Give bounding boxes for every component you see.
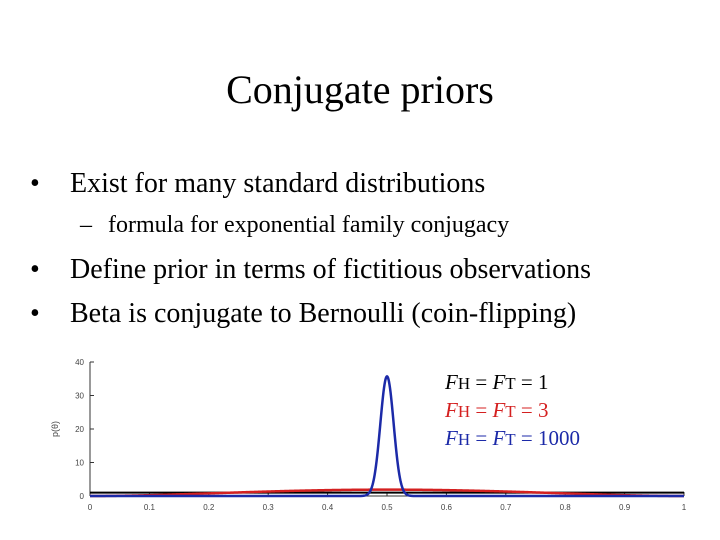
y-tick-label: 20: [75, 425, 84, 434]
bullet-define-prior: • Define prior in terms of fictitious obs…: [30, 256, 591, 284]
slide-title: Conjugate priors: [226, 67, 494, 112]
legend-text: T: [505, 374, 516, 393]
x-tick-label: 0.7: [500, 503, 512, 512]
y-tick-label: 10: [75, 459, 84, 468]
x-tick-label: 0: [88, 503, 93, 512]
beta-density-chart: 0 10 20 30 40 0 0.1 0.2 0.3 0.4 0.5 0.6 0.7 0.8 0.9 1 p(…: [50, 358, 687, 512]
legend-text: =: [470, 426, 493, 450]
legend-text: =: [470, 398, 493, 422]
legend-text: T: [505, 402, 516, 421]
bullet-exist: • Exist for many standard distributions: [30, 170, 485, 198]
x-tick-label: 0.6: [441, 503, 453, 512]
legend-entry: FH = FT = 1: [445, 372, 549, 393]
x-tick-label: 0.8: [560, 503, 572, 512]
y-tick-label: 0: [80, 492, 85, 501]
x-tick-label: 1: [682, 503, 687, 512]
x-tick-label: 0.5: [381, 503, 393, 512]
x-tick-label: 0.4: [322, 503, 334, 512]
bullet-marker: •: [30, 254, 40, 285]
legend-text: = 1000: [515, 426, 581, 450]
legend-entry: FH = FT = 3: [445, 400, 549, 421]
series-line-fh-ft-3: [90, 488, 684, 498]
x-tick-label: 0.3: [263, 503, 275, 512]
bullet-text: Beta is conjugate to Bernoulli (coin-fli…: [70, 298, 577, 329]
sub-bullet-formula: – formula for exponential family conjugac…: [80, 213, 509, 237]
y-tick-label: 30: [75, 392, 84, 401]
bullet-beta-conjugate: • Beta is conjugate to Bernoulli (coin-fl…: [30, 300, 576, 328]
legend-text: =: [470, 370, 493, 394]
legend-text: F: [445, 370, 458, 394]
legend-text: F: [492, 398, 506, 422]
sub-bullet-marker: –: [80, 212, 92, 238]
legend-text: F: [492, 370, 506, 394]
legend-text: H: [457, 402, 471, 421]
legend-text: F: [445, 398, 458, 422]
sub-bullet-text: formula for exponential family conjugacy: [108, 212, 510, 238]
bullet-marker: •: [30, 298, 40, 329]
y-axis-label: p(θ): [50, 421, 60, 437]
bullet-text: Define prior in terms of fictitious obse…: [70, 254, 591, 285]
legend-text: = 1: [515, 370, 549, 394]
legend-text: H: [457, 430, 471, 449]
x-tick-label: 0.1: [144, 503, 156, 512]
bullet-marker: •: [30, 168, 40, 199]
bullet-text: Exist for many standard distributions: [70, 168, 486, 199]
y-tick-label: 40: [75, 358, 84, 367]
x-tick-label: 0.2: [203, 503, 215, 512]
legend-text: = 3: [515, 398, 549, 422]
x-tick-label: 0.9: [619, 503, 631, 512]
legend-entry: FH = FT = 1000: [445, 428, 580, 449]
legend-text: F: [492, 426, 506, 450]
series-line-fh-ft-1000: [90, 374, 684, 498]
legend-text: F: [445, 426, 458, 450]
legend-text: T: [505, 430, 516, 449]
legend-text: H: [457, 374, 471, 393]
